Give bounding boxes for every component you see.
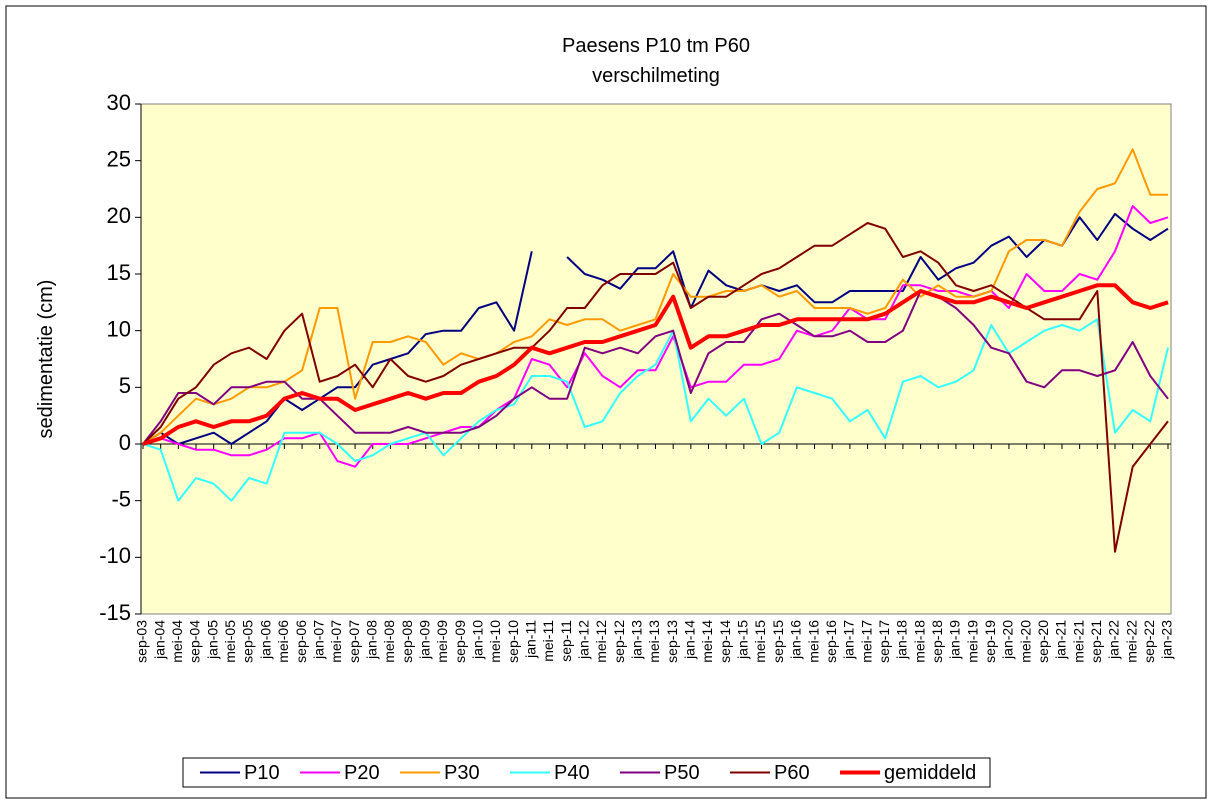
plot-area: [140, 103, 1172, 615]
x-tick-label: sep-21: [1088, 620, 1104, 663]
x-tick-label: mei-14: [699, 620, 715, 663]
x-tick-label: sep-06: [293, 620, 309, 663]
legend-label: P30: [444, 762, 480, 784]
x-tick-label: sep-04: [187, 620, 203, 663]
series-line: [142, 148, 1168, 445]
x-tick-label: jan-12: [576, 620, 592, 660]
x-tick-label: mei-07: [328, 620, 344, 663]
x-tick-label: sep-20: [1035, 620, 1051, 663]
x-tick-label: sep-08: [399, 620, 415, 663]
x-tick-label: jan-13: [629, 620, 645, 660]
x-tick-label: sep-19: [982, 620, 998, 663]
x-tick-label: jan-07: [310, 620, 326, 660]
x-tick-label: mei-22: [1123, 620, 1139, 663]
x-tick-label: jan-20: [1000, 620, 1016, 660]
y-tick-label: 25: [107, 146, 131, 171]
series-line: [142, 222, 1169, 553]
x-tick-label: sep-12: [611, 620, 627, 663]
y-tick-label: 20: [107, 203, 131, 228]
x-tick-label: jan-16: [788, 620, 804, 660]
x-tick-label: sep-15: [770, 620, 786, 663]
x-tick-label: jan-23: [1159, 620, 1175, 660]
x-tick-label: sep-18: [929, 620, 945, 663]
x-tick-label: mei-06: [275, 620, 291, 663]
x-tick-label: jan-10: [469, 620, 485, 660]
y-tick-label: 10: [107, 316, 131, 341]
x-tick-label: mei-12: [593, 620, 609, 663]
x-tick-label: mei-09: [434, 620, 450, 663]
x-tick-label: mei-15: [752, 620, 768, 663]
x-tick-label: jan-11: [522, 620, 538, 659]
x-tick-label: sep-10: [505, 620, 521, 663]
x-tick-label: mei-16: [805, 620, 821, 663]
x-tick-label: mei-05: [222, 620, 238, 663]
legend-label: P50: [664, 762, 700, 784]
y-tick-label: 0: [119, 430, 131, 455]
legend-label: gemiddeld: [884, 762, 976, 784]
x-tick-label: jan-04: [151, 620, 167, 660]
legend-label: P20: [344, 762, 380, 784]
x-tick-label: sep-03: [134, 620, 150, 663]
x-tick-label: jan-15: [735, 620, 751, 660]
x-tick-label: jan-09: [416, 620, 432, 660]
x-tick-label: mei-21: [1070, 620, 1086, 663]
x-tick-label: jan-18: [894, 620, 910, 660]
legend-label: P10: [244, 762, 280, 784]
x-tick-label: jan-06: [257, 620, 273, 660]
x-tick-label: mei-18: [911, 620, 927, 663]
series-line: [142, 318, 1169, 502]
x-tick-label: jan-17: [841, 620, 857, 660]
y-tick-label: -10: [99, 543, 131, 568]
x-tick-label: sep-17: [876, 620, 892, 663]
x-tick-label: mei-11: [540, 620, 556, 662]
y-tick-label: -5: [111, 486, 131, 511]
x-tick-label: sep-09: [452, 620, 468, 663]
x-tick-label: sep-07: [346, 620, 362, 663]
x-tick-label: jan-22: [1106, 620, 1122, 660]
x-tick-label: sep-13: [664, 620, 680, 663]
x-tick-label: jan-21: [1053, 620, 1069, 660]
y-tick-label: -15: [99, 600, 131, 625]
y-tick-label: 30: [107, 90, 131, 115]
x-tick-label: mei-20: [1017, 620, 1033, 663]
x-tick-label: jan-14: [682, 620, 698, 660]
chart-subtitle: verschilmeting: [592, 65, 720, 87]
legend-label: P40: [554, 762, 590, 784]
x-tick-label: mei-17: [858, 620, 874, 663]
x-tick-label: mei-08: [381, 620, 397, 663]
x-tick-label: jan-05: [204, 620, 220, 660]
series-line: [142, 283, 1169, 446]
y-tick-label: 5: [119, 373, 131, 398]
x-tick-label: mei-19: [964, 620, 980, 663]
x-tick-label: mei-04: [169, 620, 185, 663]
x-tick-label: mei-13: [646, 620, 662, 663]
x-tick-label: sep-14: [717, 620, 733, 663]
x-tick-label: jan-19: [947, 620, 963, 660]
x-tick-label: sep-11: [558, 620, 574, 662]
x-tick-label: sep-16: [823, 620, 839, 663]
chart-title: Paesens P10 tm P60: [562, 35, 750, 57]
x-tick-label: sep-22: [1141, 620, 1157, 663]
y-tick-label: 15: [107, 260, 131, 285]
x-tick-label: mei-10: [487, 620, 503, 663]
y-axis-label: sedimentatie (cm): [35, 280, 57, 439]
x-tick-label: sep-05: [240, 620, 256, 663]
legend-label: P60: [774, 762, 810, 784]
x-tick-label: jan-08: [363, 620, 379, 660]
